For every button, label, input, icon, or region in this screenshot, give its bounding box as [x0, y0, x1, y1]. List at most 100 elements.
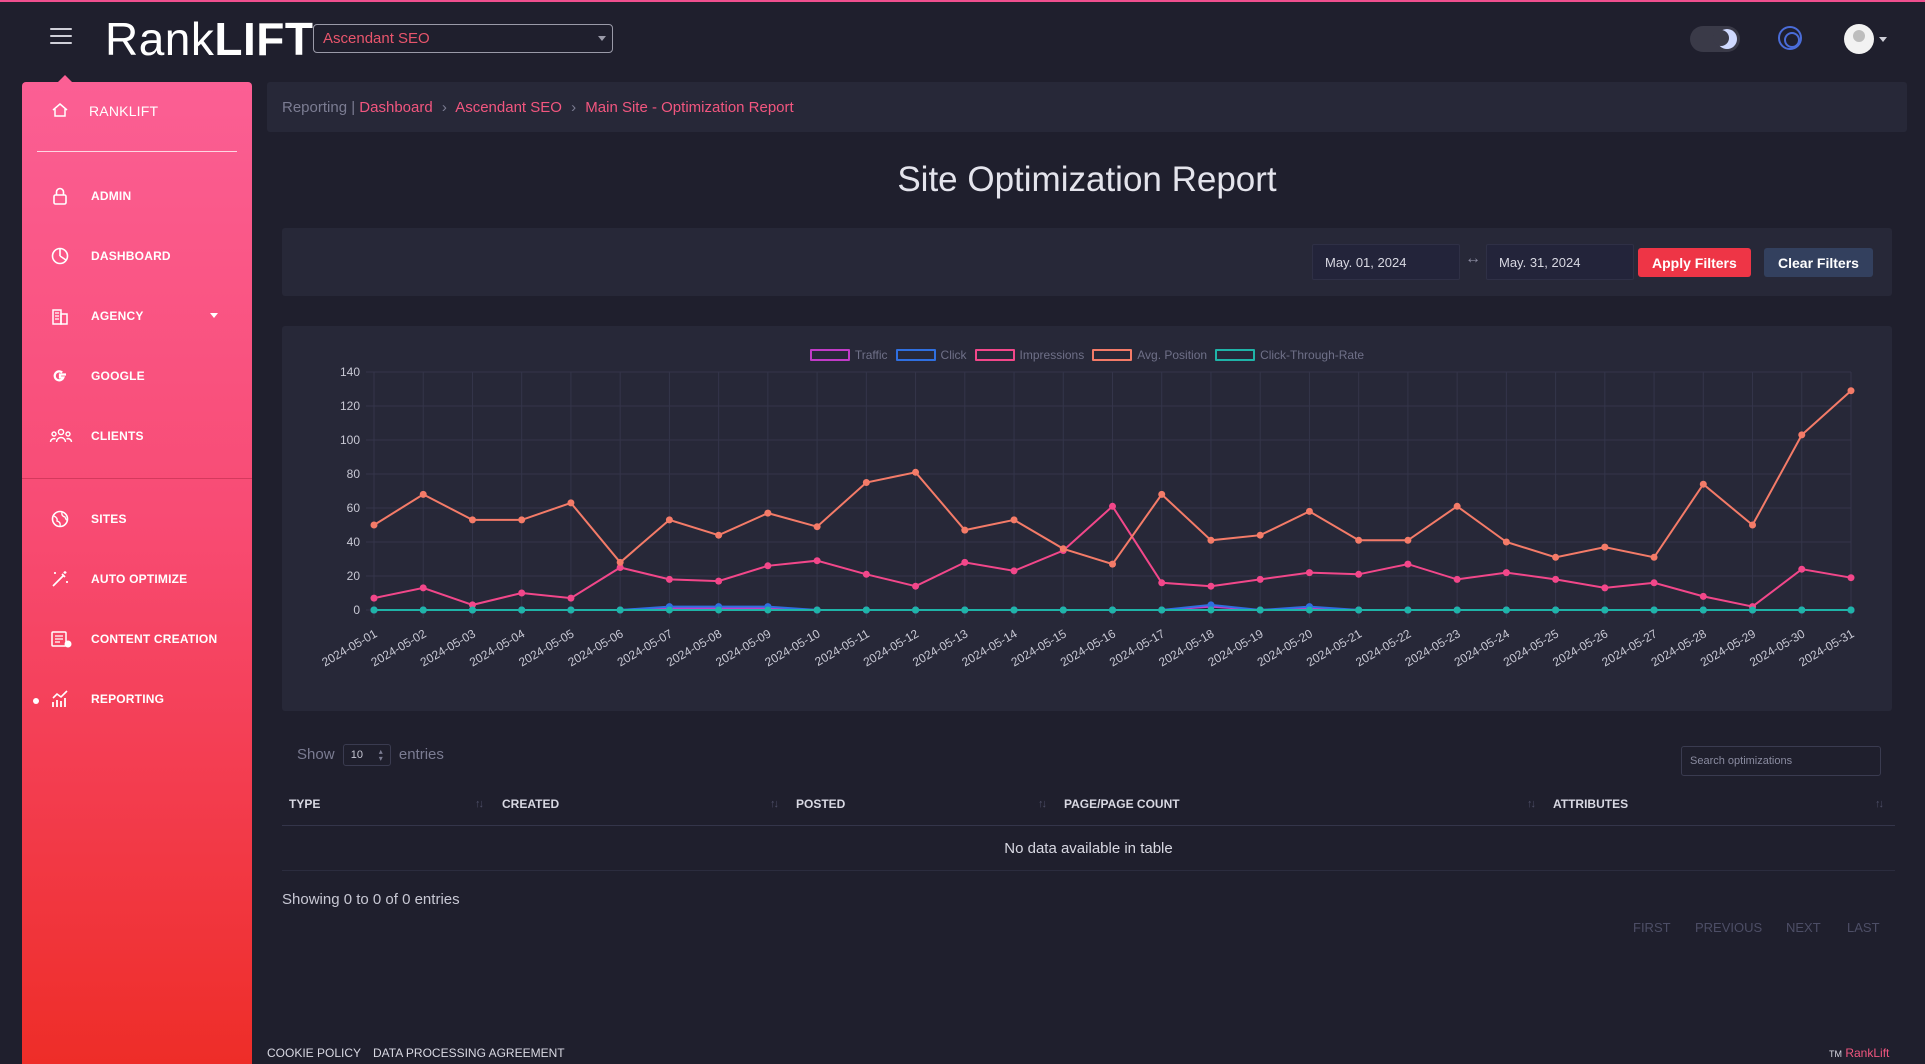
data-point: [518, 516, 526, 524]
data-point: [1798, 431, 1806, 439]
legend-item[interactable]: Avg. Position: [1092, 348, 1207, 362]
data-point: [1502, 569, 1510, 577]
x-tick-label: 2024-05-10: [762, 626, 822, 669]
end-date-input[interactable]: May. 31, 2024: [1486, 244, 1634, 280]
data-point: [715, 606, 723, 614]
sidebar-item-admin[interactable]: ADMIN: [22, 175, 252, 219]
sidebar-item-label: CLIENTS: [91, 429, 144, 443]
data-point: [813, 557, 821, 565]
sort-icon[interactable]: ↑↓: [1527, 798, 1536, 810]
sidebar-item-clients[interactable]: CLIENTS: [22, 415, 252, 459]
chart-card: Traffic Click Impressions Avg. Position Clic…: [282, 326, 1892, 711]
sort-icon[interactable]: ↑↓: [1038, 798, 1047, 810]
sidebar-item-label: AUTO OPTIMIZE: [91, 572, 188, 586]
cookie-policy-link[interactable]: COOKIE POLICY: [267, 1046, 362, 1060]
data-point: [665, 606, 673, 614]
sidebar-brand-label: RANKLIFT: [89, 103, 159, 119]
sidebar-item-agency[interactable]: AGENCY: [22, 295, 252, 339]
legend-item[interactable]: Traffic: [809, 348, 888, 362]
data-point: [764, 606, 772, 614]
app-logo[interactable]: RankLIFT: [105, 13, 314, 65]
sidebar-item-ranklift[interactable]: RANKLIFT: [22, 90, 252, 134]
sidebar-notch: [58, 75, 72, 82]
sidebar-item-label: GOOGLE: [91, 369, 145, 383]
dpa-link[interactable]: DATA PROCESSING AGREEMENT: [373, 1046, 565, 1060]
start-date-input[interactable]: May. 01, 2024: [1312, 244, 1460, 280]
data-point: [862, 570, 870, 578]
breadcrumb-agency-link[interactable]: Ascendant SEO: [455, 99, 562, 116]
footer-brand-link[interactable]: RankLift: [1845, 1046, 1890, 1060]
entries-label: entries: [398, 745, 444, 763]
top-header: RankLIFT Ascendant SEO: [0, 2, 1925, 72]
sidebar-item-google[interactable]: GOOGLE: [22, 355, 252, 399]
data-point: [715, 577, 723, 585]
data-point: [616, 606, 624, 614]
data-point: [862, 606, 870, 614]
data-point: [1847, 387, 1855, 395]
data-point: [1699, 592, 1707, 600]
menu-toggle-icon[interactable]: [50, 28, 72, 46]
data-point: [1207, 606, 1215, 614]
optimizations-table: TYPE ↑↓ CREATED ↑↓ POSTED ↑↓ PAGE/PAGE C…: [282, 788, 1895, 871]
data-point: [813, 523, 821, 531]
chevron-down-icon: [210, 313, 218, 318]
legend-item[interactable]: Click-Through-Rate: [1215, 348, 1364, 362]
range-arrow-icon: ↔: [1465, 250, 1481, 267]
agency-select[interactable]: Ascendant SEO: [313, 24, 613, 53]
lock-icon: [49, 186, 71, 208]
data-point: [1798, 565, 1806, 573]
column-header-type[interactable]: TYPE: [289, 797, 321, 811]
page-size-value: 10: [350, 749, 363, 761]
show-label: Show: [297, 745, 335, 763]
sort-icon[interactable]: ↑↓: [1875, 798, 1884, 810]
sort-icon[interactable]: ↑↓: [770, 798, 779, 810]
page-size-select[interactable]: 10 ▴ ▾: [342, 744, 391, 766]
sidebar-item-reporting[interactable]: REPORTING: [22, 678, 252, 722]
y-tick-label: 80: [347, 467, 361, 481]
sidebar-item-auto-optimize[interactable]: AUTO OPTIMIZE: [22, 558, 252, 602]
legend-swatch: [1215, 349, 1256, 361]
pager-first[interactable]: FIRST: [1633, 920, 1671, 935]
data-point: [1650, 579, 1658, 587]
sidebar-item-sites[interactable]: SITES: [22, 498, 252, 542]
y-tick-label: 40: [347, 535, 361, 549]
pager-last[interactable]: LAST: [1847, 920, 1880, 935]
avatar-dropdown-icon[interactable]: [1879, 37, 1887, 42]
data-point: [1256, 606, 1264, 614]
pager-previous[interactable]: PREVIOUS: [1695, 920, 1763, 935]
data-point: [1355, 536, 1363, 544]
sidebar-item-dashboard[interactable]: DASHBOARD: [22, 235, 252, 279]
filter-bar: May. 01, 2024 ↔ May. 31, 2024 Apply Filt…: [282, 228, 1892, 296]
data-point: [1109, 606, 1116, 614]
sort-icon[interactable]: ↑↓: [475, 798, 484, 810]
sidebar-item-content-creation[interactable]: CONTENT CREATION: [22, 618, 252, 662]
y-tick-label: 0: [353, 603, 360, 617]
breadcrumb-dashboard-link[interactable]: Dashboard: [359, 99, 433, 116]
data-point: [813, 606, 821, 614]
apply-filters-button[interactable]: Apply Filters: [1638, 248, 1751, 277]
breadcrumb-separator: ›: [571, 99, 577, 116]
sidebar-item-label: AGENCY: [91, 309, 144, 323]
home-icon: [49, 101, 71, 123]
data-point: [1010, 606, 1018, 614]
y-tick-label: 100: [340, 433, 360, 447]
legend-item[interactable]: Click: [895, 348, 967, 362]
help-lifebuoy-icon[interactable]: [1778, 26, 1802, 50]
y-tick-label: 120: [340, 399, 360, 413]
sidebar-item-label: ADMIN: [91, 189, 132, 203]
search-optimizations-input[interactable]: [1681, 746, 1881, 776]
data-point: [567, 499, 575, 507]
moon-icon: [1713, 29, 1737, 49]
column-header-page-count[interactable]: PAGE/PAGE COUNT: [1064, 797, 1180, 811]
user-avatar[interactable]: [1844, 24, 1874, 54]
column-header-attributes[interactable]: ATTRIBUTES: [1553, 797, 1629, 811]
dark-mode-toggle[interactable]: [1690, 26, 1740, 52]
sidebar-item-label: SITES: [91, 512, 127, 526]
data-point: [1010, 567, 1018, 575]
sidebar: RANKLIFT ADMIN DASHBOARD AGENCY GOOGLE C…: [22, 75, 252, 1064]
column-header-posted[interactable]: POSTED: [796, 797, 846, 811]
legend-item[interactable]: Impressions: [974, 348, 1084, 362]
clear-filters-button[interactable]: Clear Filters: [1764, 248, 1873, 277]
pager-next[interactable]: NEXT: [1786, 920, 1821, 935]
column-header-created[interactable]: CREATED: [502, 797, 560, 811]
